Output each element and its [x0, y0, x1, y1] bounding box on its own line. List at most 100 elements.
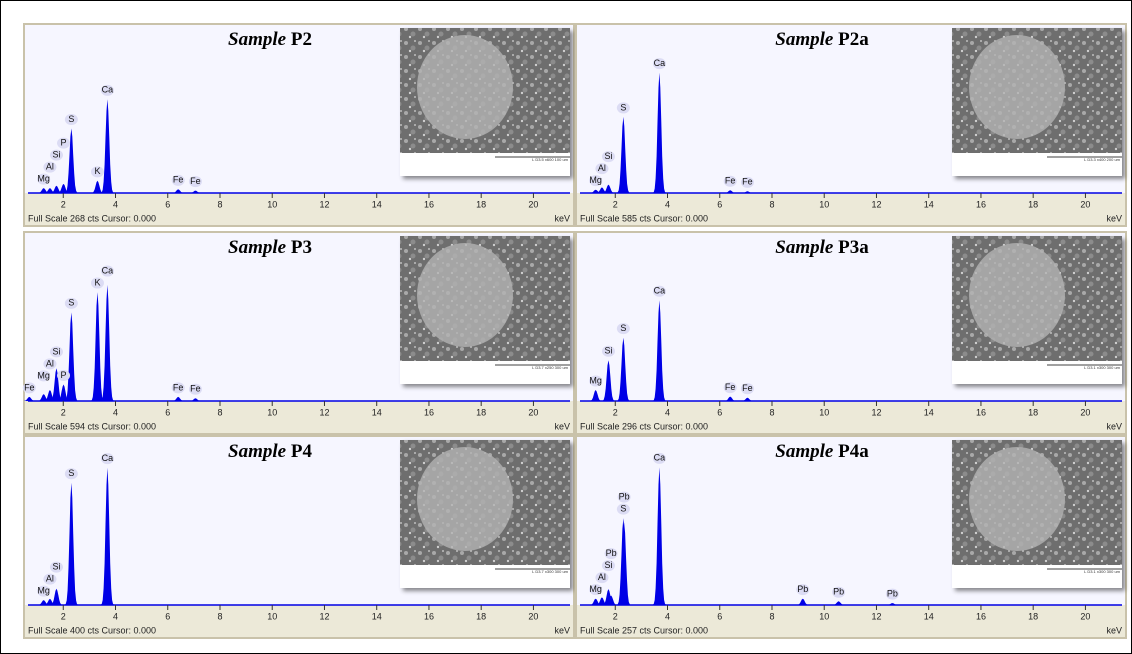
peak-label: P	[61, 370, 67, 380]
peak-label: Fe	[742, 177, 753, 187]
panel-title: Sample P4a	[775, 441, 869, 462]
micrograph-strip	[400, 153, 570, 176]
title-lead: Sample	[775, 29, 834, 50]
micrograph-particle	[969, 35, 1065, 139]
micrograph-caption: L D3.3 x400 200 um	[1084, 157, 1121, 162]
peak-label-bg	[589, 584, 603, 596]
peak-label: Mg	[37, 174, 50, 184]
spectrum-peak	[27, 188, 73, 193]
footer-bar	[577, 421, 1125, 433]
footer-text: Full Scale 268 cts Cursor: 0.000	[28, 213, 156, 223]
micrograph-caption: L D3.5 x600 100 um	[532, 157, 569, 162]
micrograph-caption: L D3.7 x300 300 um	[532, 569, 569, 574]
peak-label-bg	[37, 585, 51, 597]
peak-label-bg	[740, 176, 754, 188]
x-tick-label: 12	[319, 407, 329, 417]
x-tick-label: 8	[769, 199, 774, 209]
title-lead: Sample	[775, 237, 834, 258]
x-tick-label: 14	[372, 611, 382, 621]
peak-label-bg	[832, 586, 846, 598]
spectrum-peak	[6, 396, 52, 401]
x-tick-label: 20	[1080, 199, 1090, 209]
ruler-bg	[25, 193, 573, 213]
title-sample: P3	[291, 237, 312, 258]
peak-label: Ca	[102, 453, 114, 463]
micrograph-caption: L D3.7 x250 300 um	[532, 365, 569, 370]
x-tick-label: 16	[976, 407, 986, 417]
micrograph-strip	[400, 361, 570, 384]
peak-label: Fe	[725, 176, 736, 186]
x-tick-label: 6	[717, 407, 722, 417]
peak-label: P	[61, 138, 67, 148]
peak-label: Si	[604, 346, 612, 356]
x-tick-label: 4	[113, 407, 118, 417]
x-axis-label: keV	[1106, 421, 1122, 431]
peak-label: Si	[52, 150, 60, 160]
peak-label-bg	[617, 491, 631, 503]
spectrum-peak	[636, 300, 682, 401]
x-tick-label: 4	[113, 199, 118, 209]
micrograph-caption: L D3.1 x300 300 um	[1084, 569, 1121, 574]
spectrum-peak	[172, 190, 218, 193]
peak-label: Fe	[173, 382, 184, 392]
spectrum-peak	[707, 396, 753, 401]
peak-label: Pb	[887, 588, 898, 598]
footer-bar	[25, 421, 573, 433]
peak-label: Fe	[742, 383, 753, 393]
peak-label-bg	[723, 382, 737, 394]
footer-text: Full Scale 400 cts Cursor: 0.000	[28, 625, 156, 635]
spectrum-panel: Mg Al SiP S K Ca Fe Fe 2 4 6 8 10 12 14 16 18 20 keV Full S…	[21, 23, 575, 227]
peak-label-bg	[616, 323, 630, 335]
spectrum-panel: Mg Al Si S Ca Fe Fe 2 4 6 8 10 12 14 16 18 20 keV Full Sca…	[573, 23, 1127, 227]
footer-bar	[25, 625, 573, 637]
x-tick-label: 18	[1028, 199, 1038, 209]
peak-label: S	[620, 323, 626, 333]
peak-label-bg	[616, 102, 630, 114]
peak-label: Al	[46, 573, 54, 583]
spectrum-peak	[636, 467, 682, 605]
spectrum-peak	[585, 360, 631, 401]
spectrum-peak	[579, 187, 625, 193]
peak-label-bg	[601, 151, 615, 163]
peak-label: K	[94, 277, 100, 287]
peak-label: Fe	[190, 176, 201, 186]
peak-label: S	[68, 114, 74, 124]
title-sample: P2	[291, 29, 312, 50]
micrograph-strip	[952, 361, 1122, 384]
peak-label: Fe	[190, 384, 201, 394]
spectrum-peak	[33, 185, 79, 193]
spectrum-peak	[74, 180, 120, 193]
spectrum-peak	[573, 189, 619, 193]
peak-label: Pb	[606, 548, 617, 558]
x-tick-label: 2	[613, 611, 618, 621]
x-axis-label: keV	[1106, 625, 1122, 635]
peak-label: Al	[598, 572, 606, 582]
x-tick-label: 4	[665, 611, 670, 621]
peak-label: Si	[52, 561, 60, 571]
micrograph-strip	[952, 153, 1122, 176]
peak-label: S	[68, 298, 74, 308]
spectrum-peak	[48, 312, 94, 401]
x-tick-label: 10	[819, 199, 829, 209]
spectrum-panel: Mg Al Si S Ca 2 4 6 8 10 12 14 16 18 20 keV Full Scale 4…	[21, 435, 575, 639]
ruler-bg	[577, 401, 1125, 421]
micrograph-caption: L D3.1 x300 300 um	[1084, 365, 1121, 370]
footer-bar	[577, 213, 1125, 225]
peak-label-bg	[90, 166, 104, 178]
spectrum-peak	[573, 598, 619, 605]
x-axis-label: keV	[554, 213, 570, 223]
peak-label: Si	[604, 560, 612, 570]
peak-label-bg	[43, 573, 57, 585]
peak-label-bg	[171, 174, 185, 186]
x-tick-label: 20	[528, 199, 538, 209]
peak-label: Ca	[102, 265, 114, 275]
x-axis-label: keV	[554, 625, 570, 635]
peak-label: Mg	[589, 175, 602, 185]
peak-label-bg	[64, 297, 78, 309]
spectrum-peak	[33, 368, 79, 401]
spectrum-peak	[155, 396, 201, 401]
x-tick-label: 4	[665, 407, 670, 417]
spectrum-peak	[155, 189, 201, 193]
peak-label-bg	[616, 503, 630, 515]
